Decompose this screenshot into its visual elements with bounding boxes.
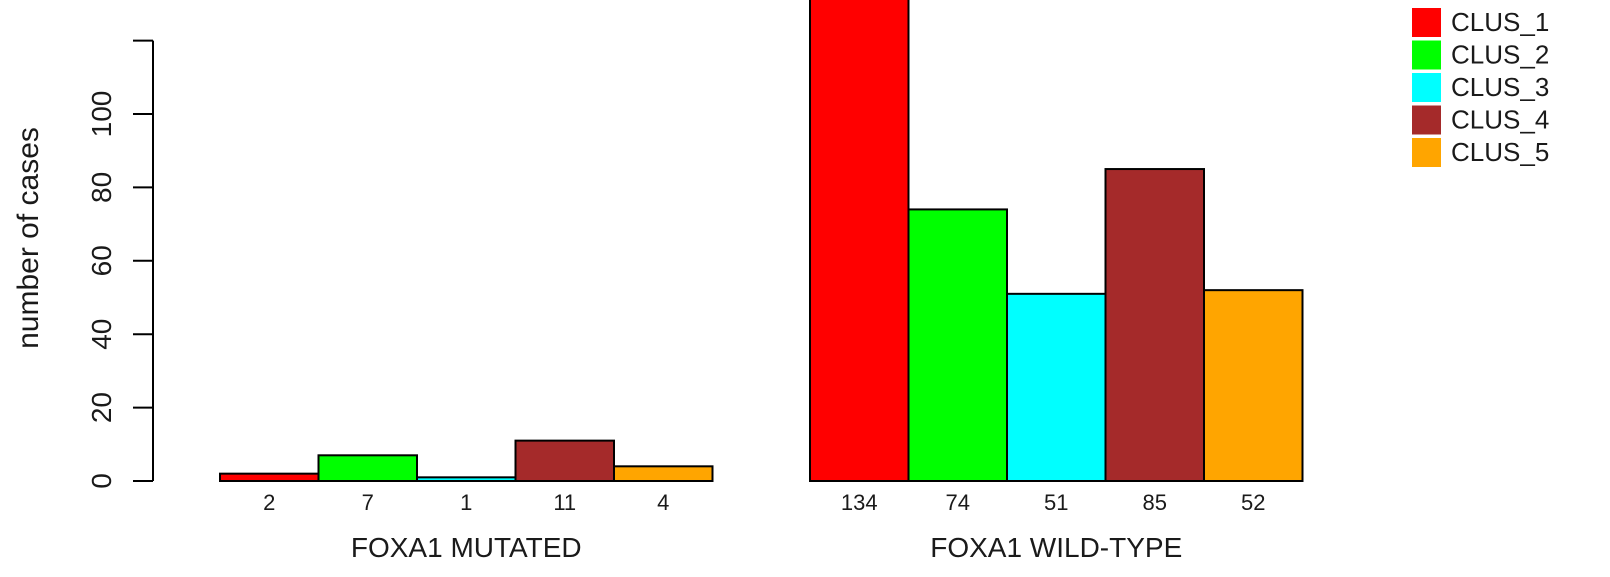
bar-wild-type-clus-3 (1006, 292, 1107, 482)
legend-swatch-clus-4 (1412, 105, 1441, 135)
group-label: FOXA1 WILD-TYPE (930, 532, 1182, 563)
value-label: 4 (657, 490, 669, 515)
y-tick-label: 0 (86, 473, 117, 489)
legend-label: CLUS_1 (1451, 7, 1549, 37)
value-label: 85 (1143, 490, 1167, 515)
bar-wild-type-clus-2 (907, 208, 1008, 482)
bar-mutated-clus-5 (613, 465, 714, 483)
bars-layer (219, 0, 1304, 483)
y-tick-label: 100 (86, 91, 117, 138)
bar-mutated-clus-3 (416, 476, 517, 482)
bar-mutated-clus-2 (317, 454, 418, 482)
value-label: 134 (841, 490, 878, 515)
value-label: 52 (1241, 490, 1265, 515)
y-tick-label: 20 (86, 392, 117, 423)
legend-label: CLUS_5 (1451, 137, 1549, 167)
bar-wild-type-clus-4 (1104, 168, 1205, 483)
y-tick-label: 80 (86, 172, 117, 203)
legend-label: CLUS_4 (1451, 105, 1549, 135)
value-labels: 2 7 1 11 4 134 74 51 85 52 (263, 490, 1265, 515)
value-label: 74 (946, 490, 970, 515)
legend-swatch-clus-5 (1412, 138, 1441, 167)
legend-swatch-clus-2 (1412, 40, 1441, 70)
group-label: FOXA1 MUTATED (351, 532, 582, 563)
legend-swatch-clus-3 (1412, 73, 1441, 102)
bar-mutated-clus-4 (514, 439, 615, 483)
legend-label: CLUS_3 (1451, 72, 1549, 102)
legend-label: CLUS_2 (1451, 40, 1549, 70)
bar-wild-type-clus-1 (809, 0, 910, 482)
y-axis: 0 20 40 60 80 100 (86, 39, 154, 489)
value-label: 7 (362, 490, 374, 515)
value-label: 51 (1044, 490, 1068, 515)
bar-mutated-clus-1 (219, 472, 320, 483)
group-labels: FOXA1 MUTATED FOXA1 WILD-TYPE (351, 532, 1182, 563)
value-label: 11 (553, 490, 576, 515)
bar-wild-type-clus-5 (1203, 289, 1304, 482)
value-label: 2 (263, 490, 275, 515)
y-tick-label: 60 (86, 245, 117, 276)
y-axis-title: number of cases (12, 127, 45, 349)
y-tick-label: 40 (86, 319, 117, 350)
legend-swatch-clus-1 (1412, 8, 1441, 37)
value-label: 1 (460, 490, 472, 515)
